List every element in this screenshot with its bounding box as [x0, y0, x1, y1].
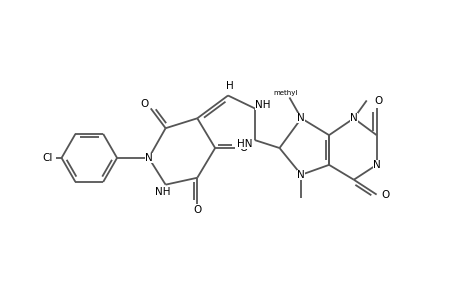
Text: N: N: [349, 113, 357, 123]
Text: N: N: [349, 113, 357, 123]
Text: N: N: [145, 153, 152, 163]
Text: H: H: [226, 81, 233, 91]
Text: N: N: [372, 160, 380, 170]
Text: methyl: methyl: [273, 89, 297, 95]
Text: O: O: [140, 99, 149, 110]
Text: O: O: [239, 143, 247, 153]
Text: O: O: [374, 97, 382, 106]
Text: N: N: [297, 113, 304, 123]
Text: N: N: [297, 170, 304, 180]
Text: O: O: [193, 206, 201, 215]
Text: N: N: [297, 113, 304, 123]
Text: NH: NH: [254, 100, 270, 110]
Text: Cl: Cl: [42, 153, 53, 163]
Text: N: N: [372, 160, 380, 170]
Text: NH: NH: [155, 187, 170, 196]
Text: O: O: [381, 190, 389, 200]
Text: N: N: [297, 170, 304, 180]
Text: HN: HN: [236, 139, 252, 149]
